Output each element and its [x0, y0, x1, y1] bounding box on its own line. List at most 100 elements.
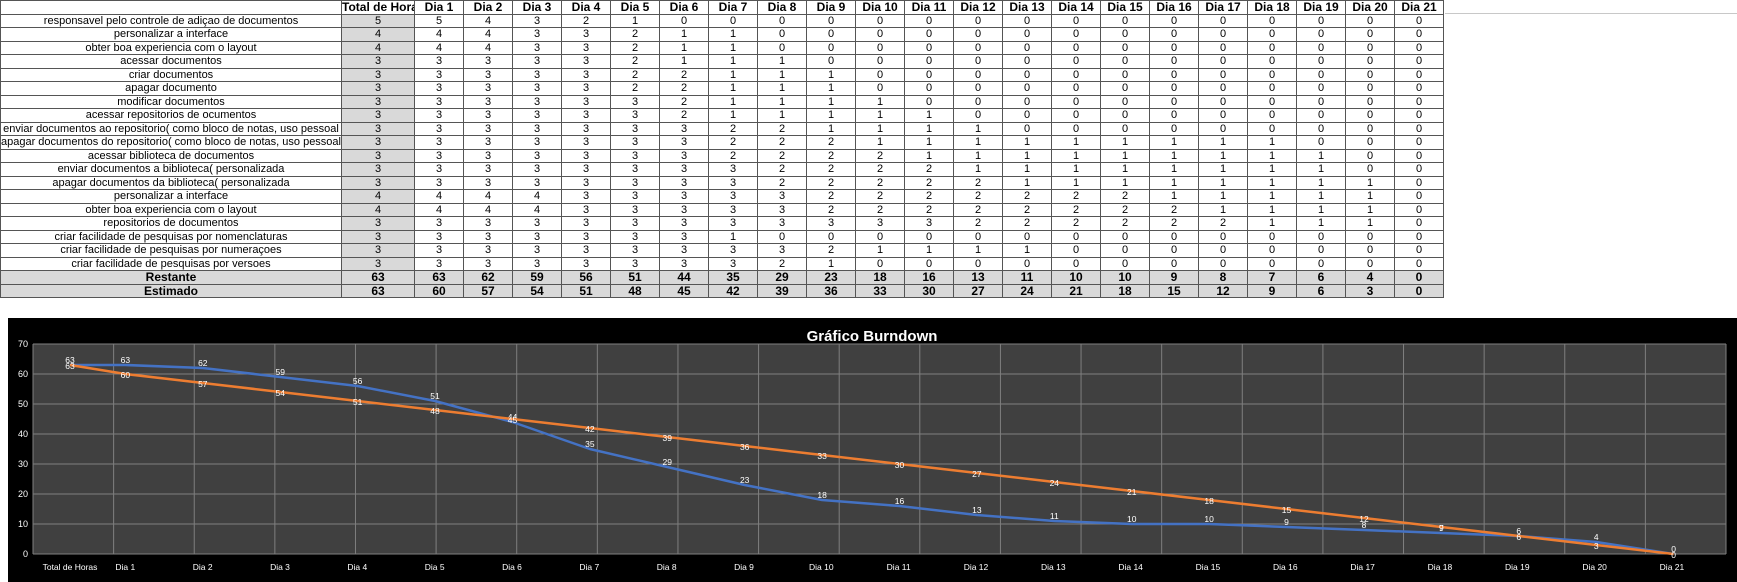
day-hours-cell[interactable]: 3: [414, 148, 464, 163]
day-hours-cell[interactable]: 1: [1198, 148, 1248, 163]
day-hours-cell[interactable]: 0: [1198, 40, 1248, 55]
day-hours-cell[interactable]: 0: [1345, 108, 1395, 123]
day-hours-cell[interactable]: 1: [1198, 175, 1248, 190]
day-hours-cell[interactable]: 0: [1296, 67, 1346, 82]
day-hours-cell[interactable]: 3: [708, 175, 758, 190]
day-hours-cell[interactable]: 1: [953, 243, 1003, 258]
header-day-cell[interactable]: Dia 11: [904, 0, 954, 15]
day-hours-cell[interactable]: 3: [512, 148, 562, 163]
day-hours-cell[interactable]: 0: [1002, 256, 1052, 271]
day-hours-cell[interactable]: 0: [1394, 175, 1444, 190]
task-name-cell[interactable]: repositorios de documentos: [0, 216, 342, 231]
day-hours-cell[interactable]: 3: [463, 148, 513, 163]
estimado-day-cell[interactable]: 9: [1247, 283, 1297, 298]
day-hours-cell[interactable]: 0: [1394, 202, 1444, 217]
day-hours-cell[interactable]: 0: [855, 40, 905, 55]
day-hours-cell[interactable]: 3: [659, 121, 709, 136]
day-hours-cell[interactable]: 0: [1051, 54, 1101, 69]
day-hours-cell[interactable]: 3: [659, 175, 709, 190]
day-hours-cell[interactable]: 0: [1149, 27, 1199, 42]
day-hours-cell[interactable]: 1: [1002, 148, 1052, 163]
day-hours-cell[interactable]: 0: [1002, 67, 1052, 82]
day-hours-cell[interactable]: 3: [561, 135, 611, 150]
day-hours-cell[interactable]: 0: [1198, 94, 1248, 109]
estimado-day-cell[interactable]: 42: [708, 283, 758, 298]
day-hours-cell[interactable]: 2: [708, 148, 758, 163]
estimado-day-cell[interactable]: 51: [561, 283, 611, 298]
day-hours-cell[interactable]: 0: [1296, 13, 1346, 28]
day-hours-cell[interactable]: 0: [1394, 189, 1444, 204]
day-hours-cell[interactable]: 0: [1345, 27, 1395, 42]
day-hours-cell[interactable]: 1: [1051, 175, 1101, 190]
day-hours-cell[interactable]: 0: [1100, 13, 1150, 28]
restante-day-cell[interactable]: 0: [1394, 270, 1444, 285]
day-hours-cell[interactable]: 3: [659, 148, 709, 163]
day-hours-cell[interactable]: 1: [806, 67, 856, 82]
day-hours-cell[interactable]: 0: [1149, 94, 1199, 109]
day-hours-cell[interactable]: 1: [1100, 175, 1150, 190]
day-hours-cell[interactable]: 0: [1394, 243, 1444, 258]
day-hours-cell[interactable]: 4: [463, 27, 513, 42]
day-hours-cell[interactable]: 2: [806, 148, 856, 163]
task-name-cell[interactable]: obter boa experiencia com o layout: [0, 202, 342, 217]
day-hours-cell[interactable]: 1: [659, 27, 709, 42]
day-hours-cell[interactable]: 1: [806, 108, 856, 123]
day-hours-cell[interactable]: 1: [659, 54, 709, 69]
day-hours-cell[interactable]: 0: [1394, 27, 1444, 42]
day-hours-cell[interactable]: 1: [1149, 189, 1199, 204]
day-hours-cell[interactable]: 0: [1345, 162, 1395, 177]
estimado-day-cell[interactable]: 39: [757, 283, 807, 298]
day-hours-cell[interactable]: 2: [659, 108, 709, 123]
day-hours-cell[interactable]: 1: [1198, 189, 1248, 204]
day-hours-cell[interactable]: 1: [1100, 148, 1150, 163]
day-hours-cell[interactable]: 0: [1198, 27, 1248, 42]
day-hours-cell[interactable]: 3: [708, 189, 758, 204]
day-hours-cell[interactable]: 0: [1394, 256, 1444, 271]
task-name-cell[interactable]: criar documentos: [0, 67, 342, 82]
day-hours-cell[interactable]: 0: [1247, 67, 1297, 82]
day-hours-cell[interactable]: 0: [1198, 13, 1248, 28]
day-hours-cell[interactable]: 1: [659, 40, 709, 55]
day-hours-cell[interactable]: 3: [659, 135, 709, 150]
day-hours-cell[interactable]: 2: [757, 135, 807, 150]
day-hours-cell[interactable]: 0: [1198, 256, 1248, 271]
day-hours-cell[interactable]: 3: [708, 216, 758, 231]
header-day-cell[interactable]: Dia 13: [1002, 0, 1052, 15]
day-hours-cell[interactable]: 3: [561, 121, 611, 136]
day-hours-cell[interactable]: 3: [414, 243, 464, 258]
day-hours-cell[interactable]: 0: [1051, 67, 1101, 82]
day-hours-cell[interactable]: 0: [1002, 81, 1052, 96]
day-hours-cell[interactable]: 0: [1296, 135, 1346, 150]
day-hours-cell[interactable]: 1: [855, 243, 905, 258]
day-hours-cell[interactable]: 0: [1149, 121, 1199, 136]
day-hours-cell[interactable]: 0: [1345, 81, 1395, 96]
day-hours-cell[interactable]: 3: [512, 67, 562, 82]
task-total-cell[interactable]: 5: [341, 13, 415, 28]
day-hours-cell[interactable]: 0: [953, 54, 1003, 69]
day-hours-cell[interactable]: 5: [414, 13, 464, 28]
task-total-cell[interactable]: 3: [341, 256, 415, 271]
day-hours-cell[interactable]: 0: [1100, 243, 1150, 258]
day-hours-cell[interactable]: 3: [610, 162, 660, 177]
day-hours-cell[interactable]: 1: [1345, 175, 1395, 190]
day-hours-cell[interactable]: 2: [953, 216, 1003, 231]
day-hours-cell[interactable]: 0: [1002, 27, 1052, 42]
day-hours-cell[interactable]: 1: [1051, 135, 1101, 150]
estimado-day-cell[interactable]: 18: [1100, 283, 1150, 298]
restante-day-cell[interactable]: 56: [561, 270, 611, 285]
day-hours-cell[interactable]: 0: [1100, 256, 1150, 271]
day-hours-cell[interactable]: 1: [708, 67, 758, 82]
day-hours-cell[interactable]: 0: [855, 27, 905, 42]
task-total-cell[interactable]: 4: [341, 202, 415, 217]
day-hours-cell[interactable]: 2: [904, 202, 954, 217]
day-hours-cell[interactable]: 3: [414, 229, 464, 244]
restante-total-cell[interactable]: 63: [341, 270, 415, 285]
header-day-cell[interactable]: Dia 16: [1149, 0, 1199, 15]
day-hours-cell[interactable]: 0: [1394, 40, 1444, 55]
day-hours-cell[interactable]: 1: [1247, 162, 1297, 177]
day-hours-cell[interactable]: 2: [757, 175, 807, 190]
task-total-cell[interactable]: 4: [341, 27, 415, 42]
day-hours-cell[interactable]: 3: [708, 202, 758, 217]
day-hours-cell[interactable]: 2: [953, 175, 1003, 190]
day-hours-cell[interactable]: 0: [1394, 81, 1444, 96]
